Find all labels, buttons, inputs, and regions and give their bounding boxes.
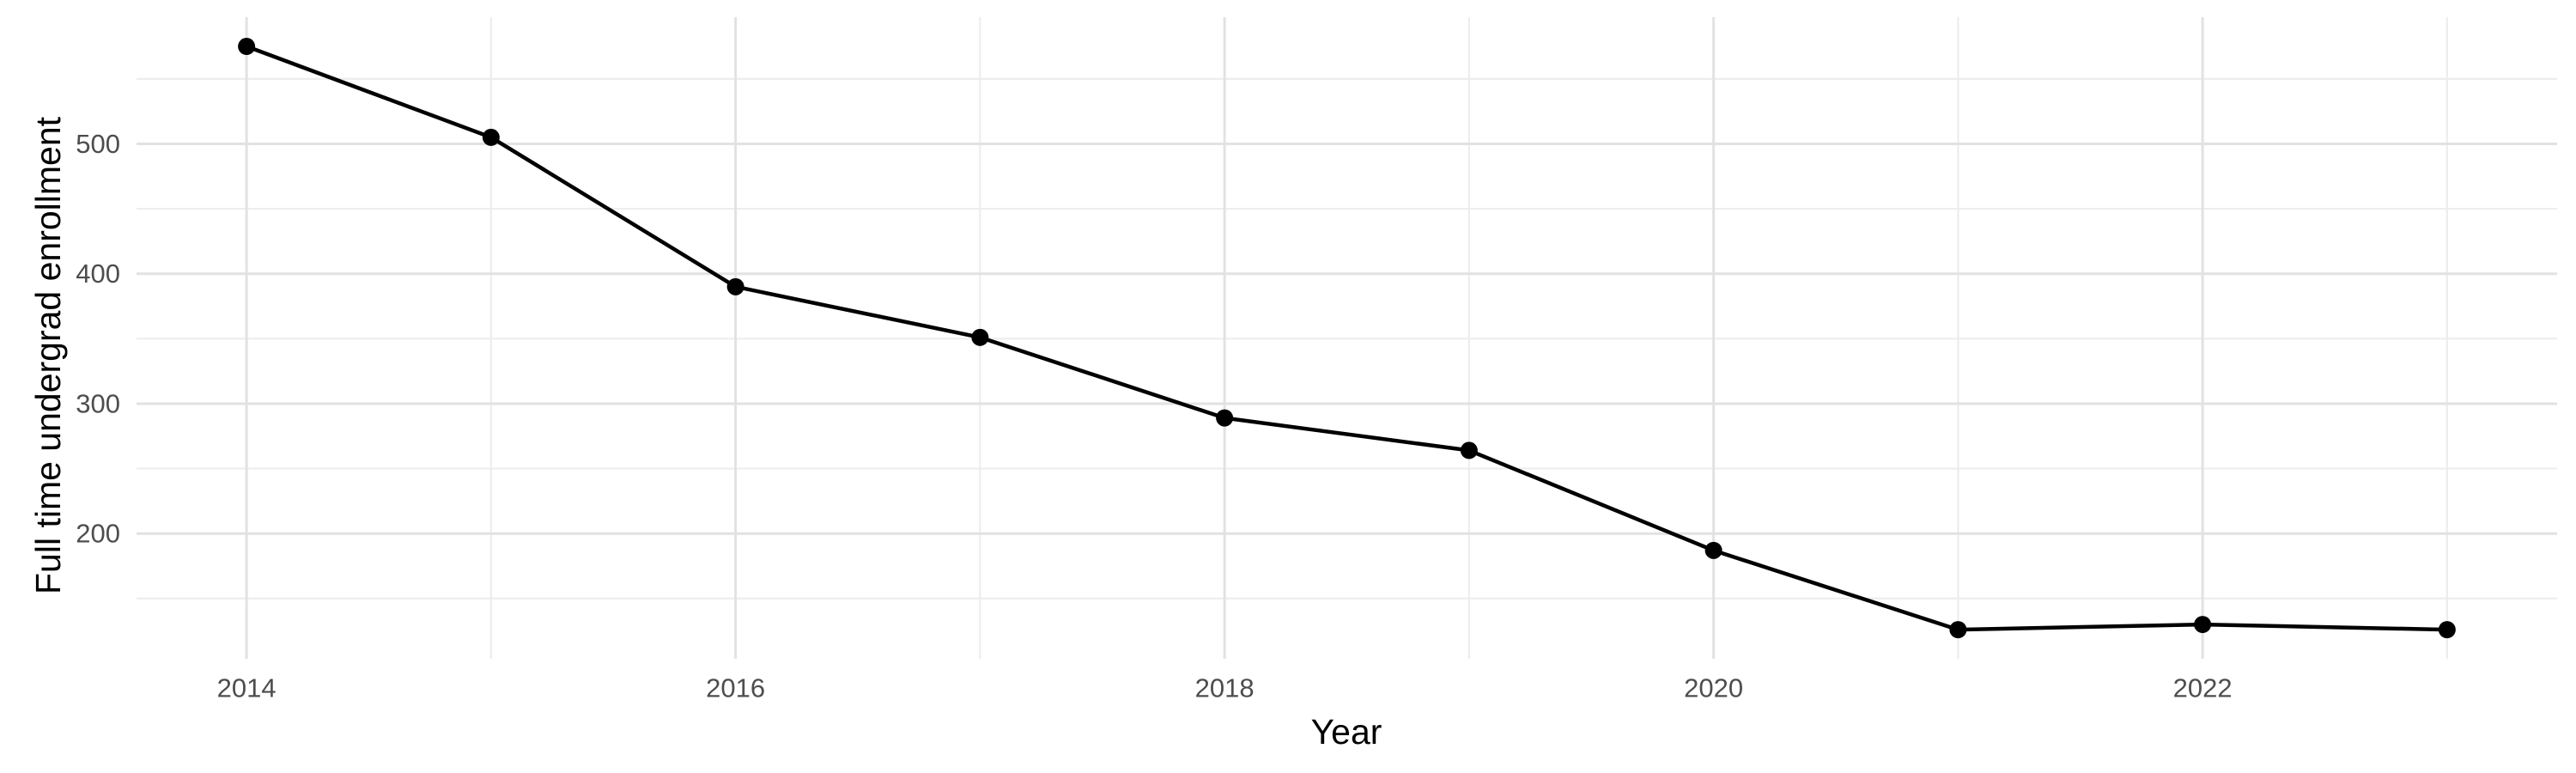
y-axis-tick-label: 300 (76, 388, 120, 418)
data-point (2438, 621, 2456, 639)
x-axis-tick-label: 2014 (217, 673, 276, 703)
x-axis-tick-label: 2016 (706, 673, 765, 703)
axis-tick-labels: 2014 2016 2018 2020 2022 200 300 400 500 (76, 129, 2232, 703)
y-axis-tick-label: 200 (76, 519, 120, 549)
gridlines-minor (137, 17, 2557, 659)
y-axis-tick-label: 400 (76, 259, 120, 289)
data-line (244, 44, 2450, 632)
x-axis-tick-label: 2018 (1195, 673, 1255, 703)
data-point (2194, 616, 2212, 634)
x-axis-title: Year (1311, 712, 1382, 752)
y-axis-title: Full time undergrad enrollment (28, 116, 68, 594)
data-series (238, 38, 2456, 639)
data-point (1704, 541, 1722, 559)
data-point (1460, 441, 1478, 460)
data-point (726, 277, 744, 295)
data-point (971, 328, 989, 346)
data-point (482, 128, 500, 146)
data-point (238, 38, 256, 56)
x-axis-tick-label: 2020 (1684, 673, 1743, 703)
data-point (1216, 409, 1234, 427)
x-axis-tick-label: 2022 (2173, 673, 2233, 703)
y-axis-tick-label: 500 (76, 129, 120, 159)
data-point (1949, 621, 1967, 639)
